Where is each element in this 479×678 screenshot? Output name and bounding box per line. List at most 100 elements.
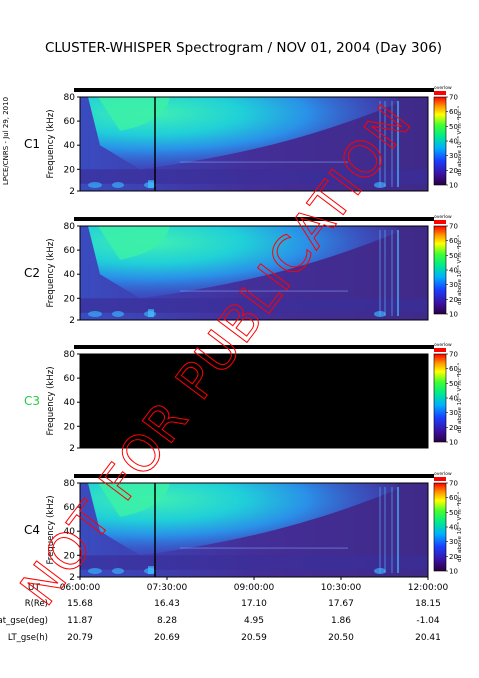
colorbar-label: dB above 10⁻⁸ V²m⁻²Hz⁻¹ xyxy=(456,106,463,176)
y-tick-label: 80 xyxy=(64,479,76,489)
colorbar-overflow-swatch xyxy=(434,348,446,352)
colorbar-tick-label: 20 xyxy=(449,424,458,432)
ephemeris-value: 4.95 xyxy=(244,616,264,626)
colorbar-tick-label: 20 xyxy=(449,296,458,304)
emission-spot xyxy=(88,181,102,188)
colorbar-tick-label: 20 xyxy=(449,167,458,175)
colorbar-tick-label: 70 xyxy=(449,223,458,231)
colorbar-tick-label: 40 xyxy=(449,395,458,403)
y-tick-label: 40 xyxy=(64,141,76,151)
ephemeris-value: 17.10 xyxy=(241,599,267,609)
colorbar-tick-label: 50 xyxy=(449,252,458,260)
emission-core xyxy=(98,97,170,131)
colorbar xyxy=(433,96,447,186)
ephemeris-value: 1.86 xyxy=(331,616,351,626)
colorbar-overflow-swatch xyxy=(434,220,446,224)
ephemeris-value: -1.04 xyxy=(416,616,440,626)
emission-spot xyxy=(88,310,102,317)
panel-bar xyxy=(74,88,434,92)
x-tick-label: 10:30:00 xyxy=(321,583,362,593)
colorbar-tick-label: 10 xyxy=(449,311,458,319)
emission-spot xyxy=(112,567,124,574)
ephemeris-value: 20.41 xyxy=(415,633,441,643)
y-axis-label: Frequency (kHz) xyxy=(46,238,56,307)
x-tick-label: 12:00:00 xyxy=(408,583,449,593)
emission-region xyxy=(88,483,398,556)
colorbar-tick-label: 40 xyxy=(449,524,458,532)
colorbar-tick-label: 50 xyxy=(449,380,458,388)
ephemeris-value: 18.15 xyxy=(415,599,441,609)
colorbar-tick-label: 60 xyxy=(449,108,458,116)
ephemeris-value: 11.87 xyxy=(67,616,93,626)
y-tick-label: 40 xyxy=(64,398,76,408)
emission-spot xyxy=(148,566,154,575)
ephemeris-value: 20.69 xyxy=(154,633,180,643)
panel-bar xyxy=(74,217,434,221)
emission-spot xyxy=(112,310,124,317)
colorbar-tick-label: 10 xyxy=(449,568,458,576)
emission-spot xyxy=(148,180,154,189)
colorbar-label: dB above 10⁻⁸ V²m⁻²Hz⁻¹ xyxy=(456,363,463,433)
emission-region xyxy=(88,97,398,170)
y-tick-label: 40 xyxy=(64,527,76,537)
colorbar-tick-label: 70 xyxy=(449,351,458,359)
y-tick-label: 60 xyxy=(64,117,76,127)
low-frequency-band xyxy=(80,555,428,570)
ephemeris-value: 17.67 xyxy=(328,599,354,609)
colorbar xyxy=(433,225,447,315)
panel-frame xyxy=(79,96,429,192)
y-tick-label: 60 xyxy=(64,503,76,513)
ephemeris-label: R(Re) xyxy=(25,599,48,609)
panel-frame xyxy=(79,225,429,321)
spacecraft-label: C1 xyxy=(24,137,40,151)
colorbar-tick-label: 40 xyxy=(449,138,458,146)
colorbar-tick-label: 30 xyxy=(449,409,458,417)
y-tick-label: 20 xyxy=(64,165,76,175)
ephemeris-label: LT_gse(h) xyxy=(8,633,48,643)
colorbar-tick-label: 60 xyxy=(449,237,458,245)
y-tick-label: 20 xyxy=(64,422,76,432)
colorbar-tick-label: 70 xyxy=(449,480,458,488)
low-frequency-band xyxy=(80,298,428,313)
colorbar-top-label: overlow xyxy=(434,471,452,477)
emission-region xyxy=(88,226,398,299)
colorbar-overflow-swatch xyxy=(434,477,446,481)
colorbar-top-label: overlow xyxy=(434,85,452,91)
ephemeris-value: 8.28 xyxy=(157,616,177,626)
colorbar-tick-label: 30 xyxy=(449,281,458,289)
colorbar-tick-label: 40 xyxy=(449,267,458,275)
x-tick-label: 09:00:00 xyxy=(234,583,275,593)
colorbar-tick-label: 60 xyxy=(449,365,458,373)
x-tick-label: 06:00:00 xyxy=(60,583,101,593)
y-tick-label: 40 xyxy=(64,270,76,280)
panel-frame xyxy=(79,353,429,449)
y-axis-label: Frequency (kHz) xyxy=(46,109,56,178)
colorbar-top-label: overlow xyxy=(434,342,452,348)
colorbar-label: dB above 10⁻⁸ V²m⁻²Hz⁻¹ xyxy=(456,492,463,562)
spacecraft-label: C3 xyxy=(24,394,40,408)
y-tick-label: 2 xyxy=(69,444,75,454)
y-tick-label: 2 xyxy=(69,316,75,326)
colorbar-tick-label: 30 xyxy=(449,538,458,546)
ephemeris-value: 16.43 xyxy=(154,599,180,609)
colorbar-overflow-swatch xyxy=(434,91,446,95)
figure-title: CLUSTER-WHISPER Spectrogram / NOV 01, 20… xyxy=(45,40,443,56)
x-tick-label: 07:30:00 xyxy=(147,583,188,593)
low-frequency-band xyxy=(80,169,428,184)
colorbar xyxy=(433,353,447,443)
colorbar-tick-label: 60 xyxy=(449,494,458,502)
spacecraft-label: C2 xyxy=(24,266,40,280)
y-tick-label: 80 xyxy=(64,350,76,360)
y-tick-label: 2 xyxy=(69,573,75,583)
colorbar-tick-label: 10 xyxy=(449,439,458,447)
ephemeris-label: Lat_gse(deg) xyxy=(0,616,48,626)
emission-core xyxy=(98,483,170,517)
ephemeris-value: 20.59 xyxy=(241,633,267,643)
colorbar-tick-label: 30 xyxy=(449,152,458,160)
emission-core xyxy=(98,226,170,260)
colorbar-tick-label: 50 xyxy=(449,509,458,517)
y-axis-label: Frequency (kHz) xyxy=(46,495,56,564)
emission-spot xyxy=(112,181,124,188)
colorbar-tick-label: 10 xyxy=(449,182,458,190)
y-tick-label: 60 xyxy=(64,374,76,384)
